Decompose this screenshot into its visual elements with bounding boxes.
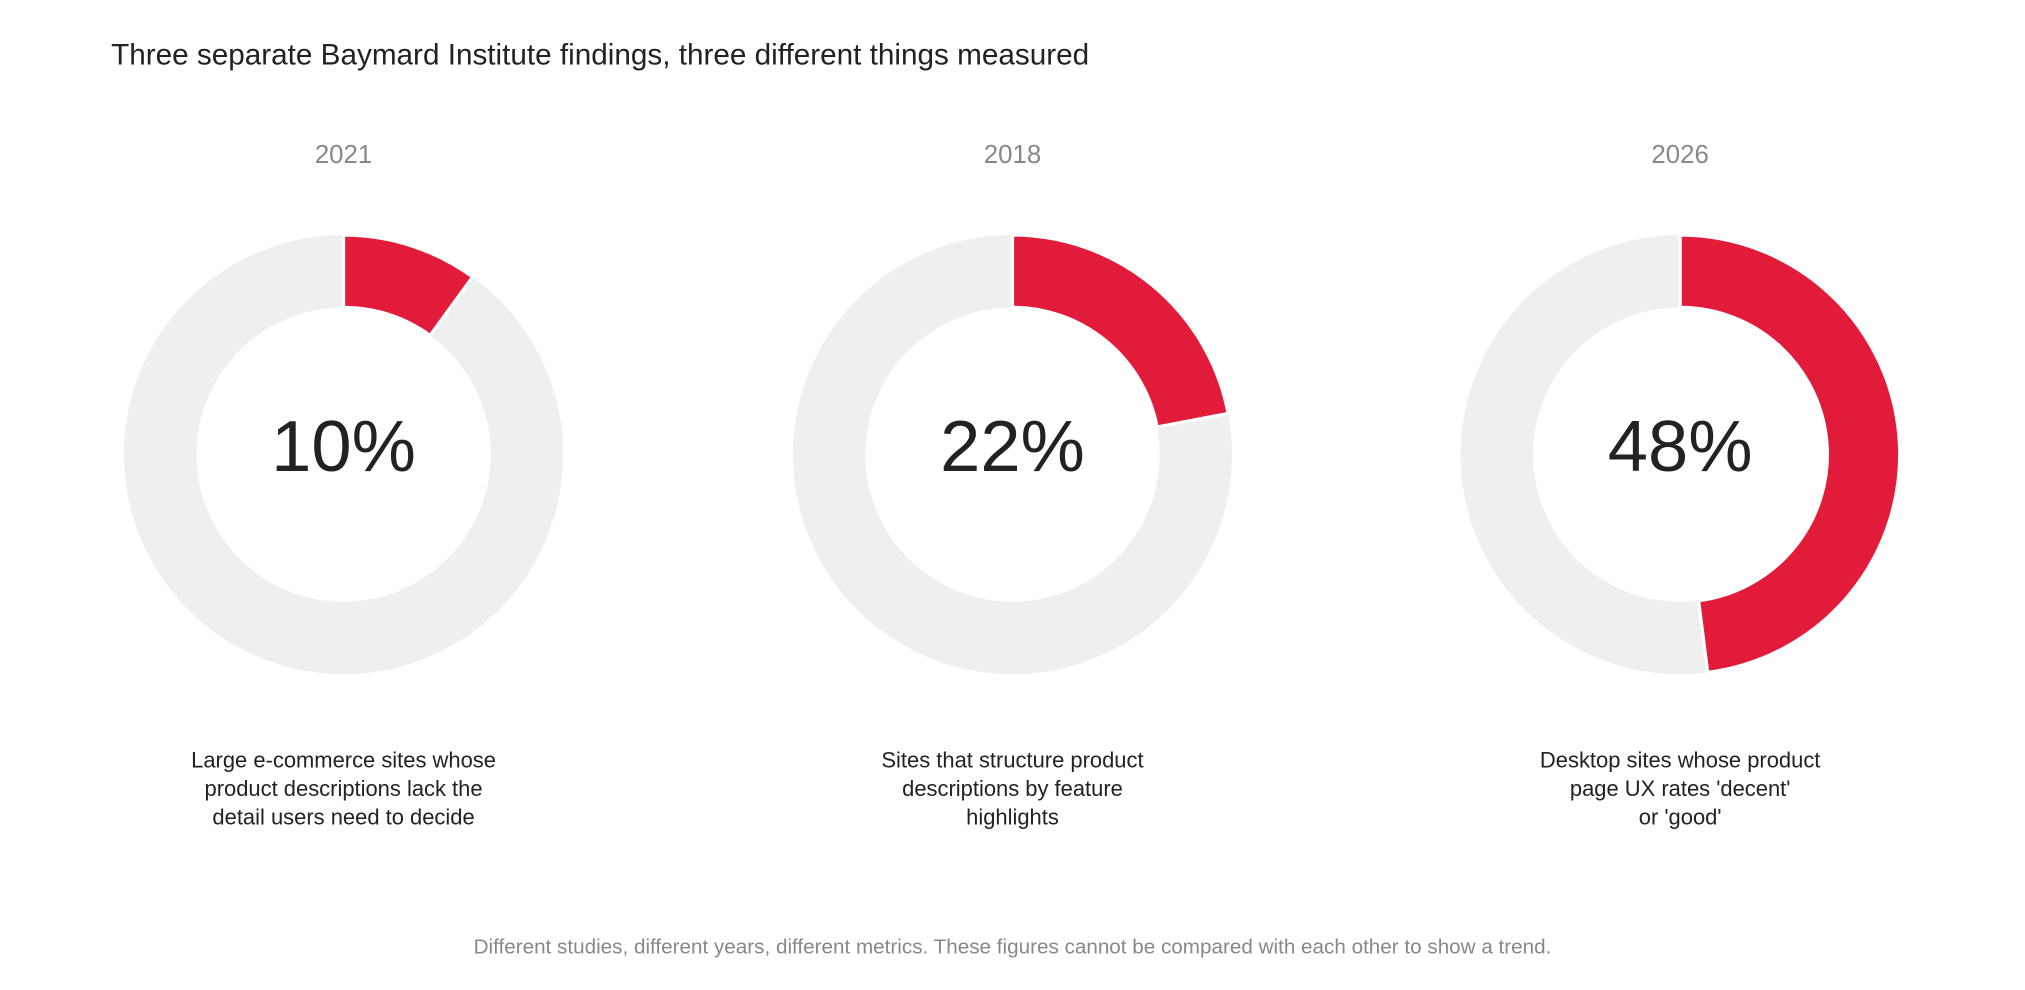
chart-caption: Large e-commerce sites whose — [191, 748, 496, 773]
chart-year: 2021 — [315, 141, 372, 169]
donut-segment — [1010, 233, 1231, 429]
page-title: Three separate Baymard Institute finding… — [111, 39, 1089, 72]
chart-caption: detail users need to decide — [212, 805, 474, 830]
chart-caption: or 'good' — [1639, 805, 1722, 830]
center-value: 22% — [940, 407, 1085, 487]
chart-caption: page UX rates 'decent' — [1570, 776, 1791, 801]
chart-caption: Desktop sites whose product — [1540, 748, 1820, 773]
chart-caption: descriptions by feature — [902, 776, 1123, 801]
chart-caption: Sites that structure product — [881, 748, 1143, 773]
footnote: Different studies, different years, diff… — [474, 935, 1552, 958]
center-value: 10% — [271, 407, 416, 487]
donut-segment — [341, 233, 475, 338]
chart-caption: highlights — [966, 805, 1059, 830]
chart-caption: product descriptions lack the — [205, 776, 483, 801]
donut-segment — [1678, 233, 1902, 675]
center-value: 48% — [1608, 407, 1753, 487]
chart-year: 2018 — [984, 141, 1041, 169]
chart-year: 2026 — [1651, 141, 1708, 169]
